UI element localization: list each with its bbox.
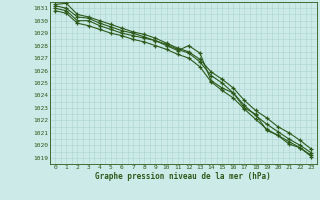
X-axis label: Graphe pression niveau de la mer (hPa): Graphe pression niveau de la mer (hPa) <box>95 172 271 181</box>
